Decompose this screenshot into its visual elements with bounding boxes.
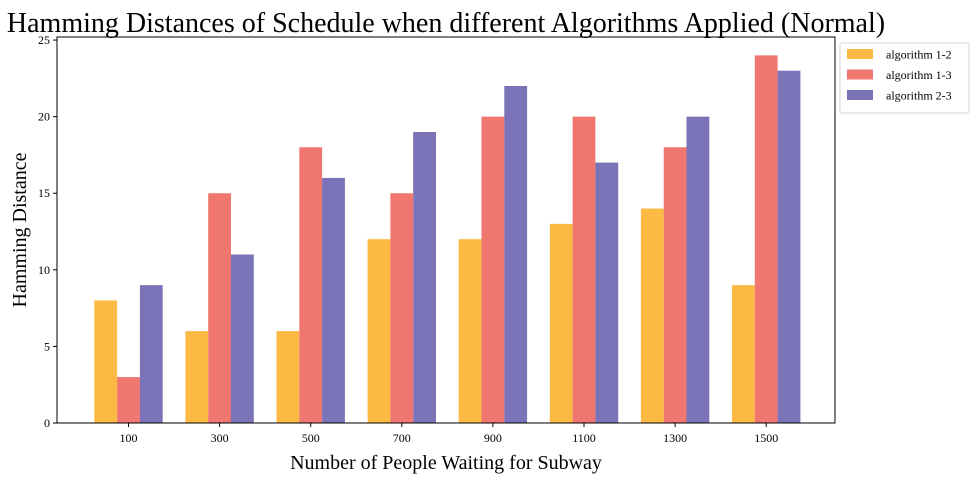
x-tick-label: 1100 bbox=[572, 431, 596, 445]
bar-algorithm-2-3-1300 bbox=[686, 116, 710, 424]
bar-algorithm-1-3-900 bbox=[481, 116, 505, 424]
y-axis-ticks: 0 5 10 15 20 25 bbox=[38, 33, 57, 430]
x-tick-label: 300 bbox=[211, 431, 229, 445]
bar-algorithm-2-3-100 bbox=[139, 285, 163, 423]
y-tick-label: 0 bbox=[44, 416, 50, 430]
y-tick-label: 5 bbox=[44, 339, 50, 353]
x-axis-label: Number of People Waiting for Subway bbox=[290, 452, 602, 474]
legend-swatch bbox=[847, 90, 873, 100]
legend-label: algorithm 2-3 bbox=[886, 89, 952, 103]
y-tick-label: 20 bbox=[38, 110, 50, 124]
chart-title: Hamming Distances of Schedule when diffe… bbox=[7, 8, 885, 39]
legend-swatch bbox=[847, 49, 873, 59]
bar-algorithm-1-2-500 bbox=[276, 331, 300, 423]
bar-algorithm-1-2-900 bbox=[458, 239, 482, 423]
bar-algorithm-1-3-1100 bbox=[572, 116, 596, 424]
y-tick-label: 10 bbox=[38, 263, 50, 277]
y-tick-label: 15 bbox=[38, 186, 50, 200]
bar-algorithm-1-3-700 bbox=[390, 193, 414, 423]
x-tick-label: 1300 bbox=[663, 431, 687, 445]
bar-algorithm-1-2-1300 bbox=[640, 208, 664, 423]
bar-algorithm-2-3-1500 bbox=[777, 70, 801, 423]
bar-algorithm-1-3-300 bbox=[208, 193, 231, 423]
plot-frame bbox=[56, 36, 836, 424]
bars-group bbox=[94, 55, 801, 424]
x-tick-label: 1500 bbox=[754, 431, 778, 445]
x-tick-label: 900 bbox=[484, 431, 502, 445]
bar-algorithm-2-3-500 bbox=[322, 177, 345, 423]
x-tick-label: 500 bbox=[302, 431, 320, 445]
bar-algorithm-2-3-700 bbox=[413, 131, 436, 423]
bar-algorithm-1-2-100 bbox=[94, 300, 118, 423]
bar-algorithm-1-3-1500 bbox=[754, 55, 778, 423]
x-axis-ticks: 100 300 500 700 900 1100 1300 1500 bbox=[120, 423, 778, 445]
y-tick-label: 25 bbox=[38, 33, 50, 47]
bar-algorithm-1-3-1300 bbox=[663, 147, 687, 424]
bar-algorithm-1-2-700 bbox=[367, 239, 391, 423]
bar-algorithm-2-3-300 bbox=[231, 254, 254, 423]
bar-algorithm-1-2-300 bbox=[185, 331, 209, 423]
legend: algorithm 1-2 algorithm 1-3 algorithm 2-3 bbox=[839, 42, 970, 114]
y-axis-label: Hamming Distance bbox=[9, 152, 31, 307]
legend-label: algorithm 1-2 bbox=[886, 48, 952, 62]
bar-algorithm-1-3-500 bbox=[299, 147, 323, 424]
bar-algorithm-1-2-1500 bbox=[732, 285, 755, 423]
x-tick-label: 100 bbox=[120, 431, 138, 445]
bar-algorithm-1-3-100 bbox=[117, 377, 140, 423]
x-tick-label: 700 bbox=[393, 431, 411, 445]
bar-algorithm-2-3-900 bbox=[504, 86, 528, 424]
legend-label: algorithm 1-3 bbox=[886, 68, 952, 82]
bar-algorithm-2-3-1100 bbox=[595, 162, 619, 423]
bar-algorithm-1-2-1100 bbox=[549, 223, 573, 423]
legend-swatch bbox=[847, 69, 873, 80]
